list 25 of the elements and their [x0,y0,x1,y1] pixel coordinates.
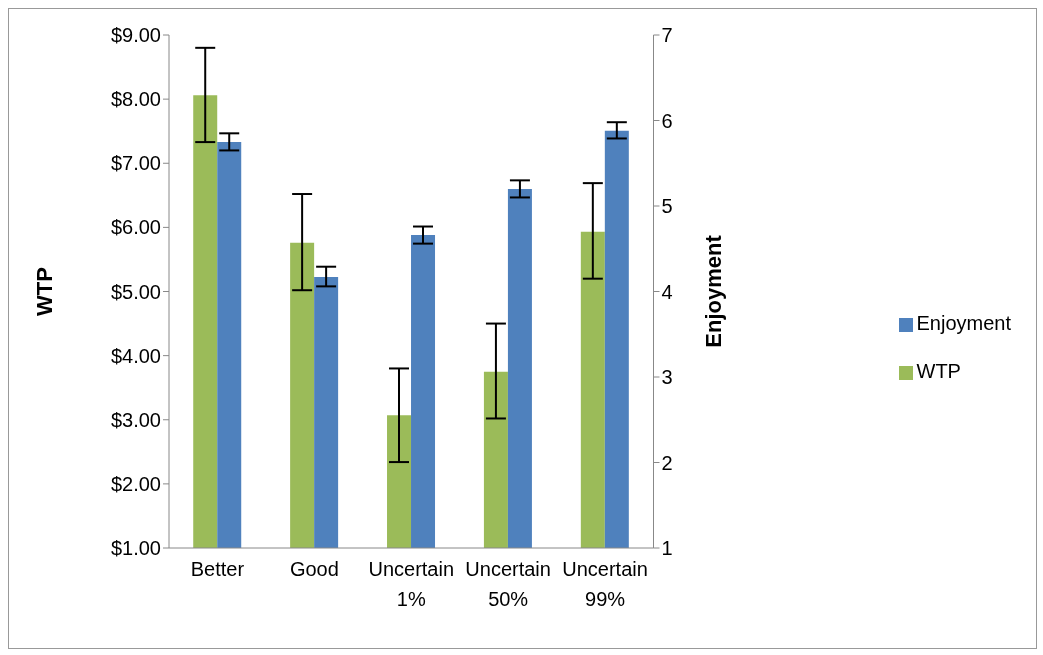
y2-tick-label: 5 [661,195,673,218]
y2-tick-label: 6 [661,109,673,132]
x-tick-label: Uncertain 99% [562,558,648,610]
y-axis-title: WTP [31,267,57,316]
x-tick-label: Good [289,558,339,580]
y-tick-label: $1.00 [110,537,161,560]
y2-tick-label: 1 [661,537,673,560]
y2-tick-label: 4 [661,280,673,303]
y-tick-label: $2.00 [110,472,161,495]
y-tick-label: $4.00 [110,344,161,367]
y-tick-label: $3.00 [110,408,161,431]
y-tick-label: $8.00 [110,88,161,111]
x-tick-label: Better [190,558,245,580]
y2-axis-title: Enjoyment [701,234,727,348]
x-tick-label: Uncertain 50% [465,558,551,610]
y-tick-label: $5.00 [110,280,161,303]
y-tick-label: $7.00 [110,152,161,175]
x-tick-label: Uncertain 1% [368,558,455,610]
y2-tick-label: 3 [661,366,673,389]
y2-tick-label: 7 [661,24,673,47]
y-tick-label: $9.00 [110,24,161,47]
y-tick-label: $6.00 [110,216,161,239]
legend-label: WTP [916,360,961,382]
legend-label: Enjoyment [916,312,1011,334]
y2-tick-label: 2 [661,451,673,474]
